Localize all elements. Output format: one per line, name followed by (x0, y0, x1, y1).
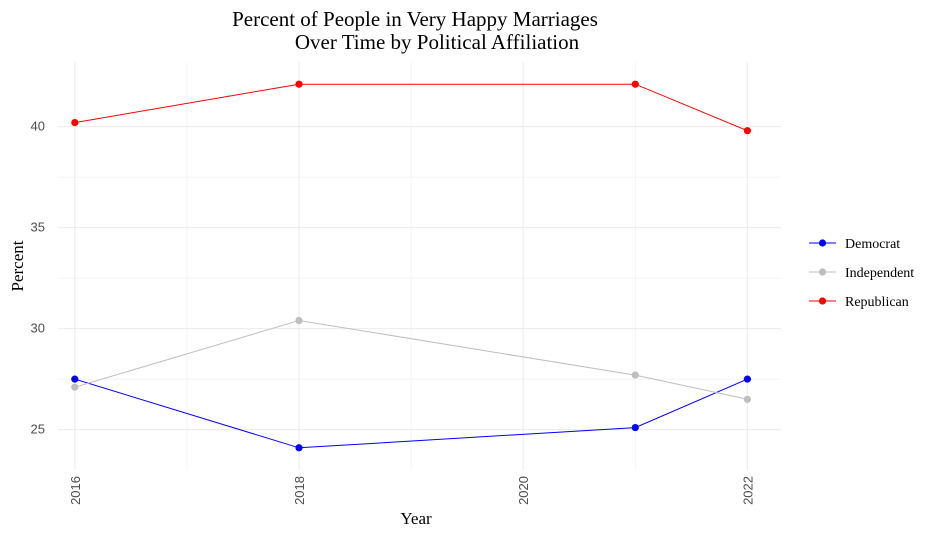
data-point-independent (71, 383, 79, 391)
data-point-independent (631, 371, 639, 379)
series-line-democrat (74, 378, 748, 449)
legend-label-republican: Republican (845, 295, 909, 310)
data-point-independent (743, 395, 751, 403)
legend-key-point-republican (818, 297, 827, 305)
series-line-republican (74, 83, 748, 132)
chart-title-line-2: Over Time by Political Affiliation (295, 30, 580, 54)
y-tick-label: 40 (31, 119, 45, 134)
legend-key-point-democrat (818, 239, 827, 247)
data-point-republican (631, 80, 639, 88)
series-line-independent (74, 319, 748, 400)
plot-grid (58, 62, 781, 470)
x-tick-label: 2018 (292, 476, 307, 505)
data-point-republican (743, 127, 751, 135)
legend-key-point-independent (818, 268, 827, 276)
chart-title-line-1: Percent of People in Very Happy Marriage… (232, 7, 598, 31)
x-tick-label: 2022 (740, 476, 755, 505)
data-point-republican (295, 80, 303, 88)
x-tick-label: 2020 (516, 476, 531, 505)
legend-label-independent: Independent (845, 266, 914, 281)
data-point-democrat (71, 375, 79, 383)
y-tick-label: 25 (31, 422, 45, 437)
data-point-democrat (743, 375, 751, 383)
legend-label-democrat: Democrat (845, 237, 900, 252)
x-tick-label: 2016 (68, 476, 83, 505)
data-point-democrat (295, 444, 303, 452)
data-point-democrat (631, 423, 639, 432)
axis-ticks: 25 30 35 40 2016 2018 2020 2022 (31, 119, 756, 505)
y-axis-title: Percent (8, 240, 27, 291)
data-point-independent (295, 316, 303, 325)
legend: Democrat Independent Republican (809, 237, 914, 310)
plot-series (71, 80, 751, 452)
x-axis-title: Year (400, 509, 432, 528)
data-point-republican (71, 118, 79, 127)
y-tick-label: 30 (31, 321, 45, 336)
y-tick-label: 35 (31, 220, 45, 235)
